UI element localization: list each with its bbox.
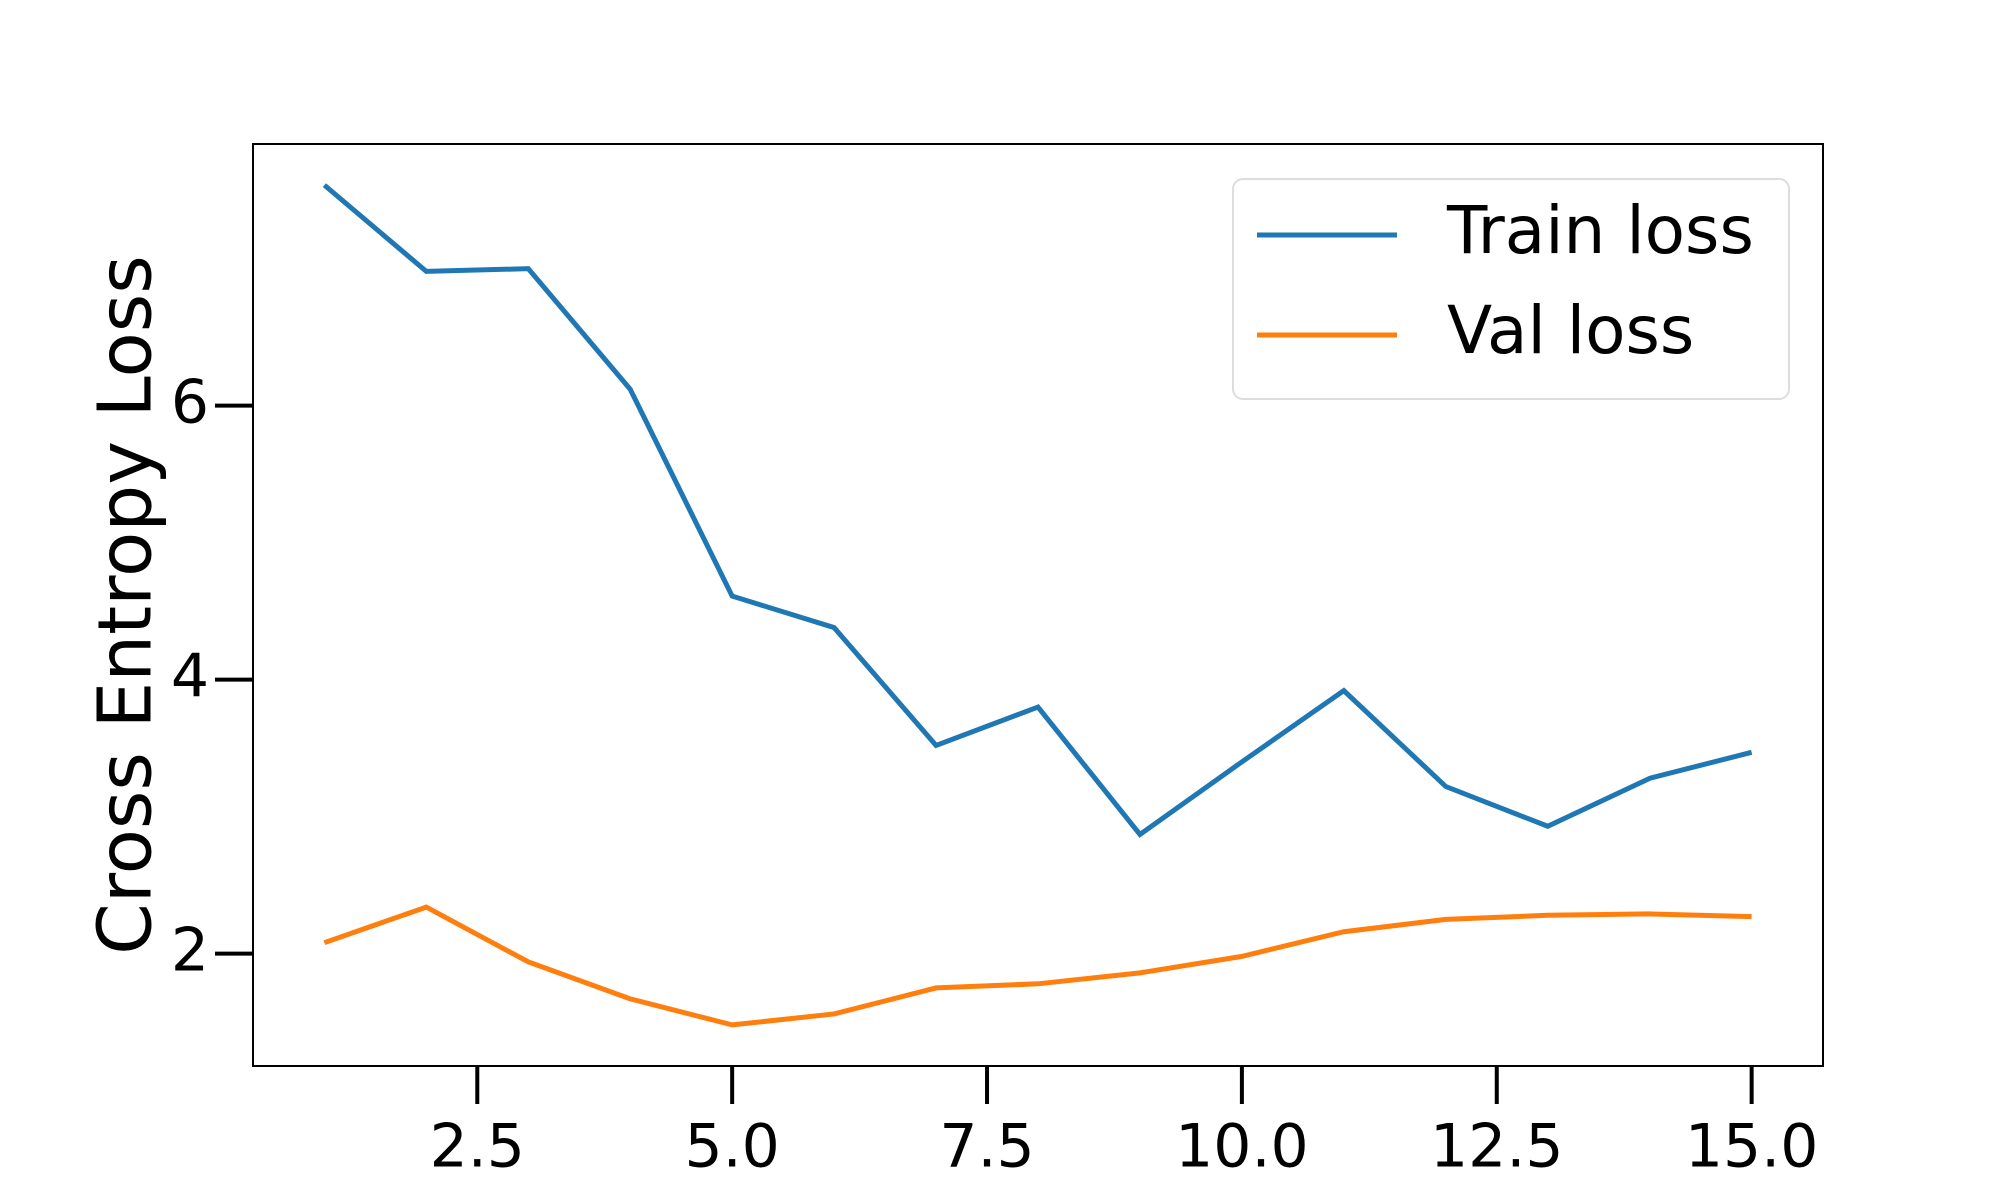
x-tick-label: 5.0	[684, 1112, 779, 1182]
series-line	[324, 907, 1751, 1025]
x-tick-label: 10.0	[1175, 1112, 1309, 1182]
y-tick-label: 2	[171, 915, 209, 985]
y-tick-label: 6	[171, 367, 209, 437]
x-tick-label: 15.0	[1685, 1112, 1819, 1182]
x-tick-label: 2.5	[430, 1112, 525, 1182]
legend-label: Val loss	[1447, 292, 1694, 369]
x-tick-label: 12.5	[1430, 1112, 1564, 1182]
y-axis-label: Cross Entropy Loss	[83, 255, 169, 955]
legend-label: Train loss	[1446, 192, 1754, 269]
y-tick-label: 4	[171, 641, 209, 711]
x-tick-label: 7.5	[939, 1112, 1034, 1182]
